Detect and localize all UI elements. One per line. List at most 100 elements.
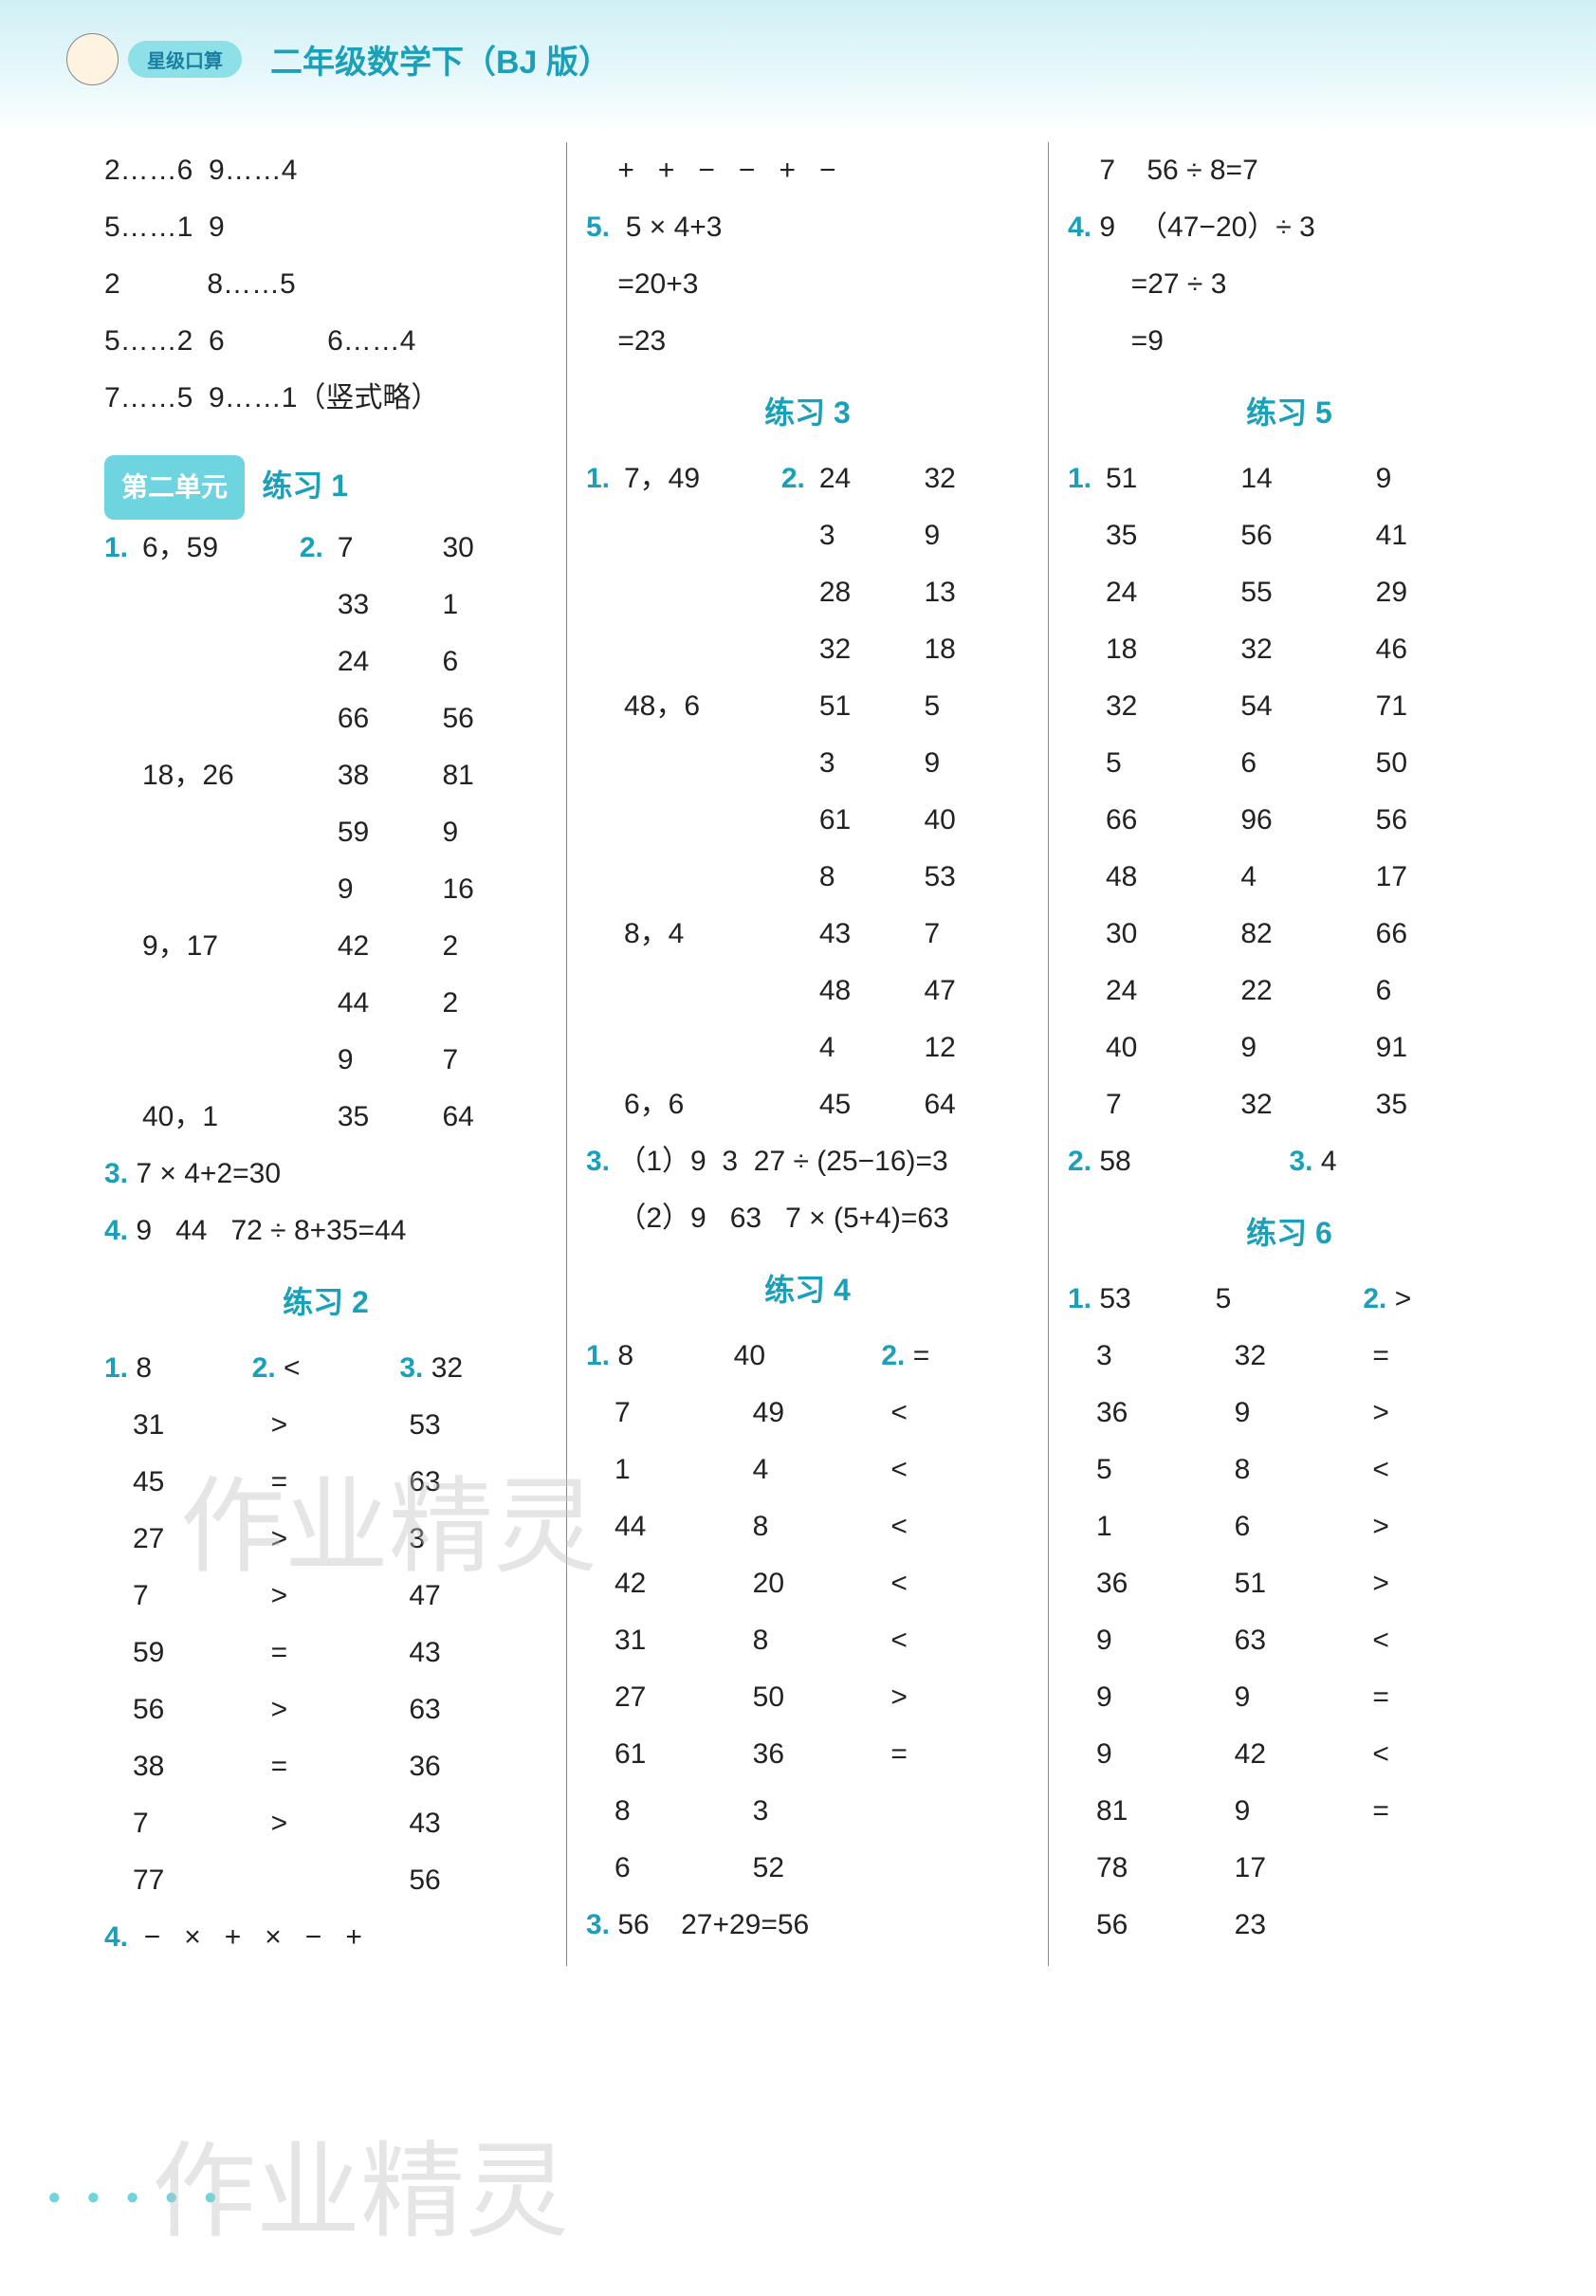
answer-row: 308266 [1068, 906, 1511, 963]
answer-row: 412 [586, 1019, 1029, 1076]
answer-row: 332= [1068, 1328, 1511, 1385]
unit-header: 第二单元 练习 1 [104, 455, 547, 520]
page-title: 二年级数学下（BJ 版） [270, 36, 611, 83]
question-number: 1. [1068, 463, 1092, 494]
answer-row: 1. 53 5 2. > [1068, 1271, 1511, 1328]
question-number: 2. [1068, 1146, 1092, 1177]
answer-row: 7>43 [104, 1795, 547, 1852]
answer-line: 7 56 ÷ 8=7 [1068, 142, 1511, 199]
answer-line: =20+3 [586, 256, 1029, 313]
answer-line: （2）9 63 7 × (5+4)=63 [586, 1190, 1029, 1247]
answer-line: 7……5 9……1（竖式略） [104, 370, 547, 427]
answer-row: 4220< [586, 1555, 1029, 1612]
answer-row: 1. 8 2. < 3. 32 [104, 1340, 547, 1397]
answer-row: 916 [104, 861, 547, 918]
answer-row: 853 [586, 849, 1029, 906]
column-1: 2……6 9……4 5……1 9 2 8……5 5……2 6 6……4 7……5… [85, 142, 567, 1966]
answer-line: 2……6 9……4 [104, 142, 547, 199]
unit-badge: 第二单元 [104, 455, 245, 520]
answer-row: 942< [1068, 1726, 1511, 1783]
column-2: + + − − + − 5. 5 × 4+3 =20+3 =23 练习 3 1.… [567, 142, 1049, 1966]
answer-row: 963< [1068, 1612, 1511, 1669]
answer-row: 2813 [586, 564, 1029, 621]
question-number: 2. [252, 1352, 276, 1384]
question-number: 3. [586, 1909, 610, 1940]
answer-row: 99= [1068, 1669, 1511, 1726]
practice-2-answers: 31>5345=6327>37>4759=4356>6338=367>43775… [104, 1397, 547, 1909]
answer-row: 45=63 [104, 1454, 547, 1511]
question-number: 3. [104, 1158, 128, 1189]
answer-row: 599 [104, 804, 547, 861]
answer-row: 2. 58 3. 4 [1068, 1133, 1511, 1190]
answer-row: 56>63 [104, 1681, 547, 1738]
practice-3-answers: 1.7，492.2432392813321848，65153961408538，… [586, 450, 1029, 1133]
answer-row: 2750> [586, 1669, 1029, 1726]
answer-line: 5……2 6 6……4 [104, 313, 547, 370]
answer-row: 14< [586, 1442, 1029, 1498]
answer-row: 73235 [1068, 1076, 1511, 1133]
practice-title: 练习 4 [586, 1261, 1029, 1318]
answer-row: 48417 [1068, 849, 1511, 906]
answer-line: 5……1 9 [104, 199, 547, 256]
practice-title: 练习 3 [586, 384, 1029, 441]
answer-line: + + − − + − [586, 142, 1029, 199]
answer-row: 18，263881 [104, 747, 547, 804]
question-number: 5. [586, 211, 610, 243]
answer-row: 24226 [1068, 963, 1511, 1019]
answer-row: 6140 [586, 792, 1029, 849]
practice-title: 练习 2 [104, 1274, 547, 1331]
answer-row: 7756 [104, 1852, 547, 1909]
answer-row: 9，17422 [104, 918, 547, 975]
practice-title: 练习 5 [1068, 384, 1511, 441]
answer-row: 40991 [1068, 1019, 1511, 1076]
answer-row: 40，13564 [104, 1089, 547, 1146]
answer-line: 5. 5 × 4+3 [586, 199, 1029, 256]
question-number: 4. [1068, 211, 1092, 243]
answer-row: 325471 [1068, 678, 1511, 735]
answer-row: 669656 [1068, 792, 1511, 849]
answer-row: 355641 [1068, 507, 1511, 564]
answer-row: 7>47 [104, 1568, 547, 1625]
answer-row: 3218 [586, 621, 1029, 678]
practice-title: 练习 1 [262, 468, 348, 503]
answer-row: 652 [586, 1840, 1029, 1897]
question-number: 2. [881, 1340, 905, 1371]
answer-line: 4. 9 （47−20）÷ 3 [1068, 199, 1511, 256]
answer-row: 38=36 [104, 1738, 547, 1795]
answer-line: 3. 56 27+29=56 [586, 1897, 1029, 1954]
answer-row: 183246 [1068, 621, 1511, 678]
answer-row: 369> [1068, 1385, 1511, 1442]
answer-row: 83 [586, 1783, 1029, 1840]
answer-row: 6656 [104, 690, 547, 747]
practice-title: 练习 6 [1068, 1204, 1511, 1261]
question-number: 1. [586, 1340, 610, 1371]
practice-6-answers: 332=369>58<16>3651>963<99=942<819=781756… [1068, 1328, 1511, 1954]
question-number: 2. [781, 463, 805, 494]
question-number: 1. [104, 1352, 128, 1384]
answer-row: 1.51149 [1068, 450, 1511, 507]
footer-dots: ● ● ● ● ● [47, 2184, 227, 2211]
answer-row: 97 [104, 1032, 547, 1089]
mascot-icon [66, 33, 119, 85]
answer-row: 749< [586, 1385, 1029, 1442]
answer-row: 27>3 [104, 1511, 547, 1568]
answer-row: 442 [104, 975, 547, 1032]
answer-line: 4. − × + × − + [104, 1909, 547, 1966]
question-number: 1. [104, 532, 128, 563]
answer-row: 331 [104, 577, 547, 634]
answer-row: 1. 8 40 2. = [586, 1328, 1029, 1385]
column-3: 7 56 ÷ 8=7 4. 9 （47−20）÷ 3 =27 ÷ 3 =9 练习… [1049, 142, 1530, 1966]
question-number: 3. [399, 1352, 423, 1384]
question-number: 3. [1290, 1146, 1313, 1177]
answer-line: =23 [586, 313, 1029, 370]
answer-row: 448< [586, 1498, 1029, 1555]
answer-row: 31>53 [104, 1397, 547, 1454]
page-header: 星级口算 二年级数学下（BJ 版） [0, 0, 1596, 133]
question-number: 1. [1068, 1283, 1092, 1314]
answer-row: 6136= [586, 1726, 1029, 1783]
answer-row: 59=43 [104, 1625, 547, 1681]
answer-row: 58< [1068, 1442, 1511, 1498]
answer-row: 39 [586, 735, 1029, 792]
question-number: 2. [1363, 1283, 1386, 1314]
content-area: 2……6 9……4 5……1 9 2 8……5 5……2 6 6……4 7……5… [0, 133, 1596, 1966]
